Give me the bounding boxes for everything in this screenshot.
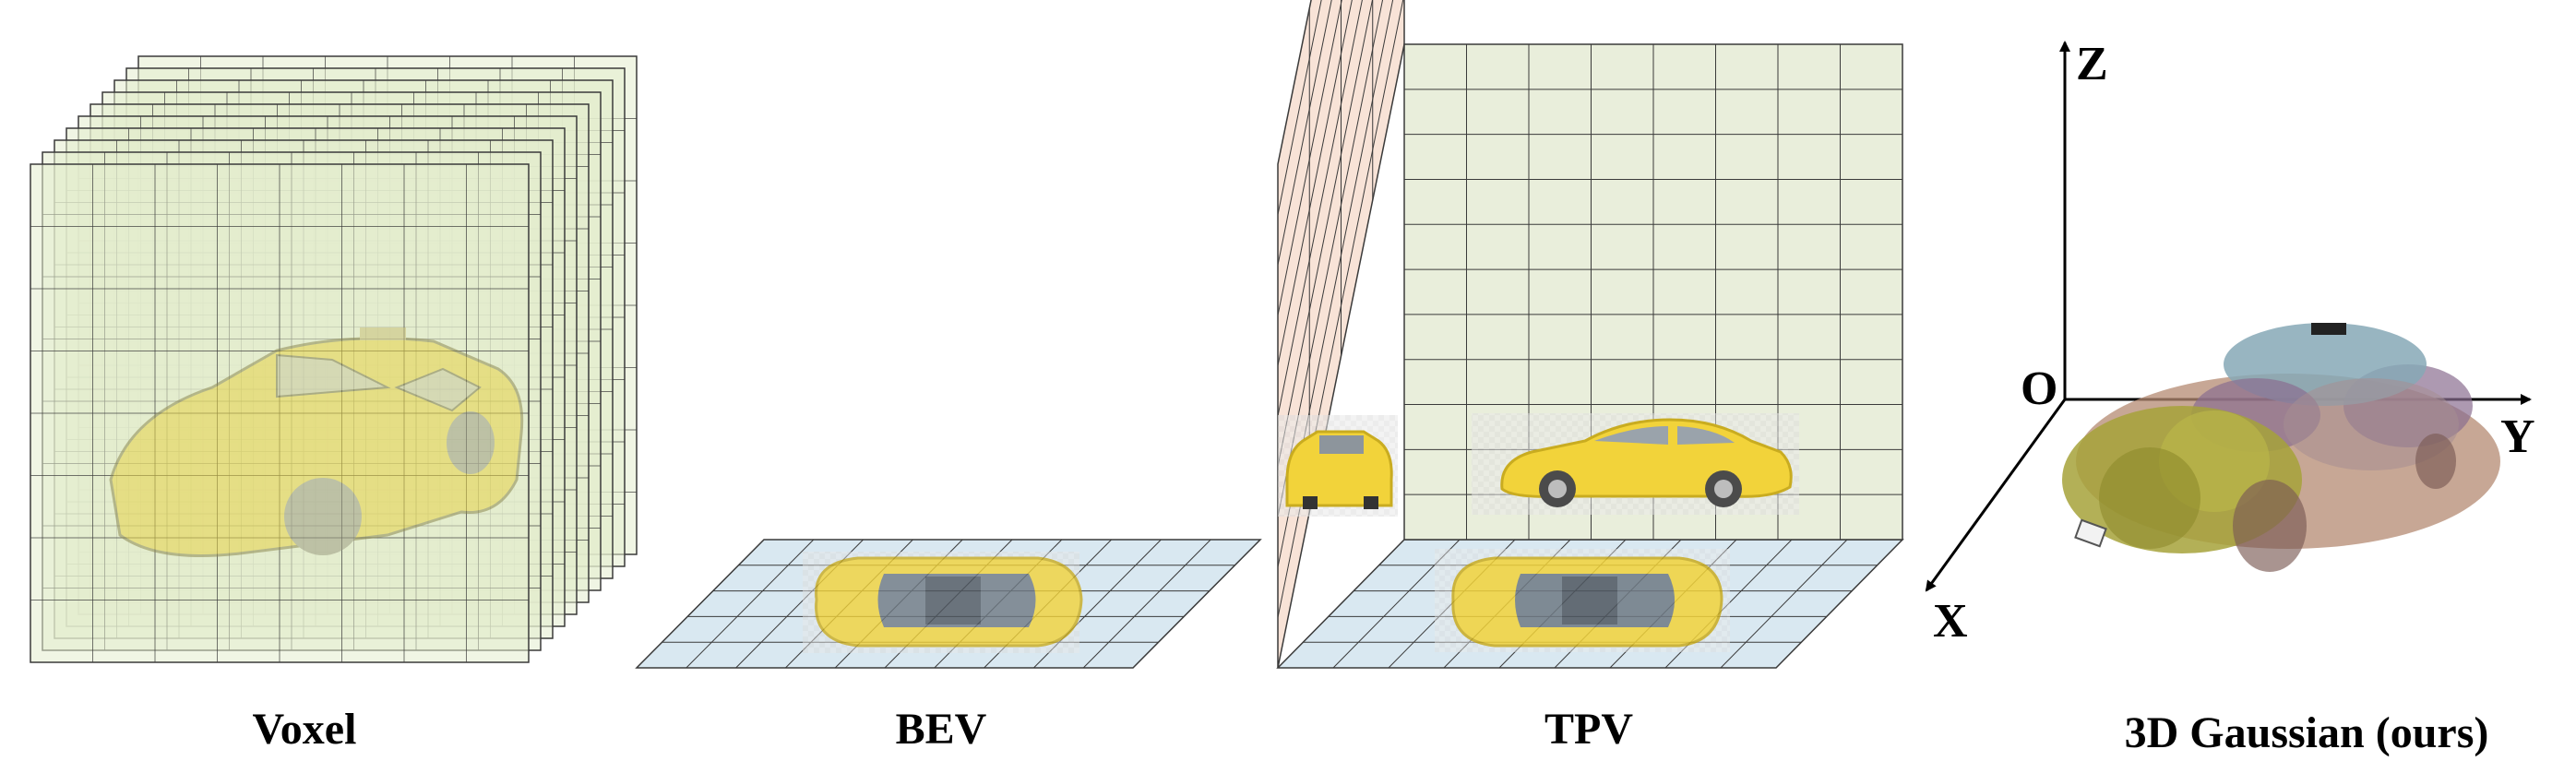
tpv-caption: TPV [1544, 705, 1633, 754]
car-top-view-icon [803, 552, 1083, 653]
tpv-side-grid-line [1277, 0, 1332, 266]
x-axis-label: X [1933, 595, 1968, 648]
y-axis-label: Y [2500, 410, 2535, 463]
origin-label: O [2021, 363, 2057, 415]
x-axis [1925, 398, 2067, 592]
bev-grid-line [1082, 539, 1211, 669]
car-top-view-icon-tpv [1435, 549, 1730, 652]
tpv-side-grid-line [1277, 0, 1322, 215]
voxel-car-icon [109, 327, 524, 557]
bev-grid-line [686, 539, 815, 669]
bev-caption: BEV [896, 705, 987, 754]
tpv-bottom-grid-line [1720, 539, 1848, 669]
gaussian-car-icon [2062, 323, 2500, 572]
voxel-panel: Voxel [30, 55, 638, 754]
z-axis-label: Z [2076, 38, 2108, 90]
voxel-caption: Voxel [253, 705, 357, 754]
gaussian-panel: Z Y X O 3D Gaussian (ours) [1925, 38, 2535, 757]
car-front-view-icon [1278, 415, 1398, 517]
car-side-view-icon [1472, 413, 1799, 515]
axes: Z Y X O [1925, 38, 2535, 648]
bev-panel: BEV [635, 539, 1262, 754]
gaussian-caption: 3D Gaussian (ours) [2125, 708, 2489, 757]
tpv-panel: TPV [1276, 0, 1904, 754]
